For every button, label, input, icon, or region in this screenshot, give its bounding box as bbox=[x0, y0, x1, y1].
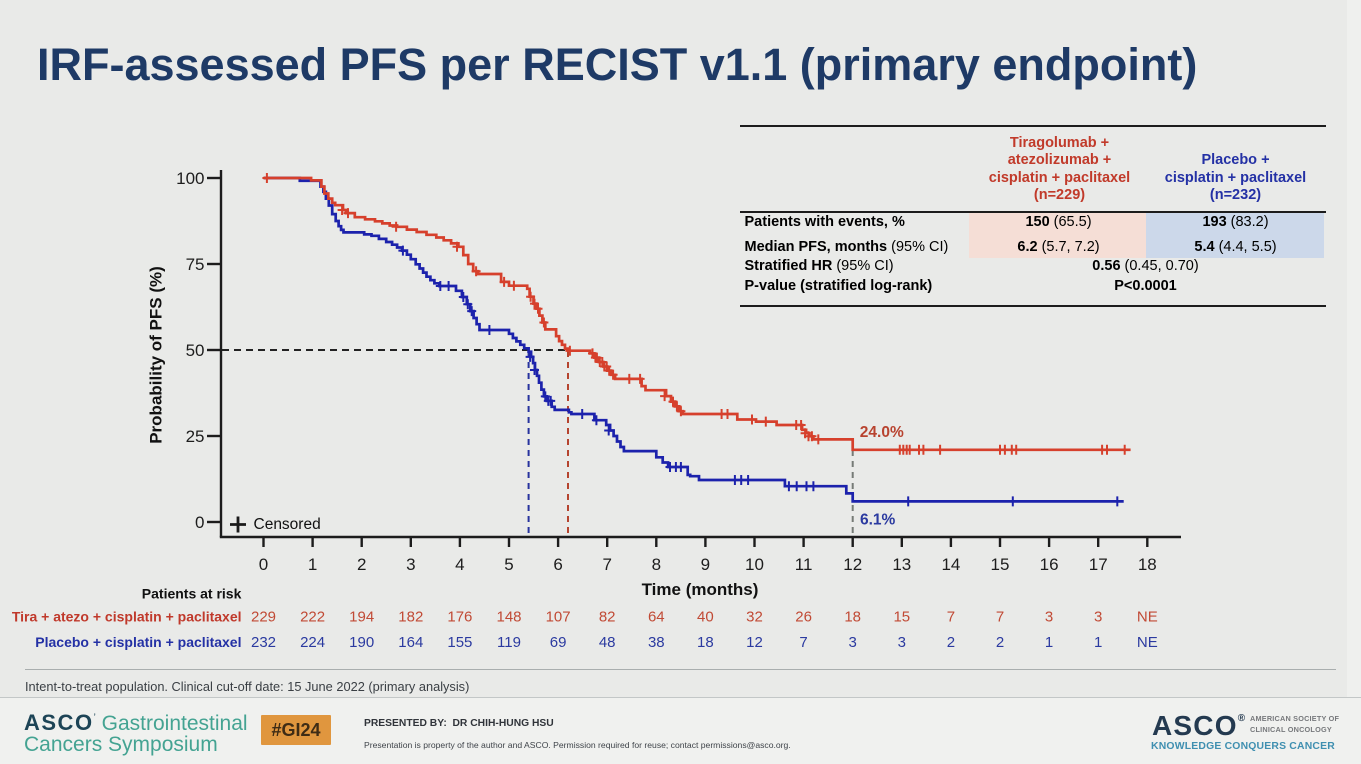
svg-text:13: 13 bbox=[892, 555, 911, 574]
svg-text:26: 26 bbox=[795, 609, 812, 626]
svg-text:2: 2 bbox=[947, 634, 955, 651]
svg-text:232: 232 bbox=[251, 634, 276, 651]
svg-text:9: 9 bbox=[701, 555, 710, 574]
svg-text:100: 100 bbox=[176, 169, 204, 188]
svg-text:40: 40 bbox=[697, 609, 714, 626]
svg-text:18: 18 bbox=[844, 609, 861, 626]
svg-text:3: 3 bbox=[898, 634, 906, 651]
svg-text:38: 38 bbox=[648, 634, 665, 651]
svg-text:148: 148 bbox=[496, 609, 521, 626]
svg-text:4: 4 bbox=[455, 555, 464, 574]
svg-text:5: 5 bbox=[504, 555, 513, 574]
svg-text:Patients at risk: Patients at risk bbox=[142, 586, 242, 602]
svg-text:Probability of PFS (%): Probability of PFS (%) bbox=[147, 266, 166, 444]
svg-text:14: 14 bbox=[941, 555, 960, 574]
svg-text:Time (months): Time (months) bbox=[642, 580, 759, 599]
svg-text:3: 3 bbox=[849, 634, 857, 651]
svg-text:24.0%: 24.0% bbox=[860, 424, 904, 441]
svg-text:224: 224 bbox=[300, 634, 325, 651]
svg-text:194: 194 bbox=[349, 609, 374, 626]
svg-text:75: 75 bbox=[186, 255, 205, 274]
svg-text:7: 7 bbox=[947, 609, 955, 626]
svg-text:1: 1 bbox=[308, 555, 317, 574]
svg-text:222: 222 bbox=[300, 609, 325, 626]
svg-text:Placebo + cisplatin + paclitax: Placebo + cisplatin + paclitaxel bbox=[35, 634, 241, 650]
svg-text:17: 17 bbox=[1089, 555, 1108, 574]
svg-text:107: 107 bbox=[546, 609, 571, 626]
svg-text:NE: NE bbox=[1137, 634, 1158, 651]
svg-text:82: 82 bbox=[599, 609, 616, 626]
svg-text:1: 1 bbox=[1045, 634, 1053, 651]
svg-text:6: 6 bbox=[553, 555, 562, 574]
svg-text:0: 0 bbox=[195, 513, 204, 532]
svg-text:8: 8 bbox=[652, 555, 661, 574]
svg-text:3: 3 bbox=[1045, 609, 1053, 626]
svg-text:64: 64 bbox=[648, 609, 665, 626]
svg-text:69: 69 bbox=[550, 634, 567, 651]
svg-text:25: 25 bbox=[186, 427, 205, 446]
svg-text:12: 12 bbox=[843, 555, 862, 574]
svg-text:16: 16 bbox=[1040, 555, 1059, 574]
svg-text:7: 7 bbox=[996, 609, 1004, 626]
svg-text:15: 15 bbox=[991, 555, 1010, 574]
svg-text:6.1%: 6.1% bbox=[860, 512, 896, 529]
svg-text:NE: NE bbox=[1137, 609, 1158, 626]
svg-text:32: 32 bbox=[746, 609, 763, 626]
svg-text:1: 1 bbox=[1094, 634, 1102, 651]
svg-text:164: 164 bbox=[398, 634, 423, 651]
svg-text:7: 7 bbox=[602, 555, 611, 574]
svg-text:119: 119 bbox=[497, 634, 521, 651]
svg-text:2: 2 bbox=[996, 634, 1004, 651]
svg-text:Censored: Censored bbox=[254, 516, 321, 533]
svg-text:190: 190 bbox=[349, 634, 374, 651]
svg-text:2: 2 bbox=[357, 555, 366, 574]
svg-text:182: 182 bbox=[398, 609, 423, 626]
svg-text:176: 176 bbox=[447, 609, 472, 626]
svg-text:3: 3 bbox=[406, 555, 415, 574]
svg-text:0: 0 bbox=[259, 555, 268, 574]
svg-text:12: 12 bbox=[746, 634, 763, 651]
svg-text:18: 18 bbox=[697, 634, 714, 651]
svg-text:50: 50 bbox=[186, 341, 205, 360]
svg-text:15: 15 bbox=[893, 609, 910, 626]
svg-text:155: 155 bbox=[447, 634, 472, 651]
svg-text:10: 10 bbox=[745, 555, 764, 574]
svg-text:18: 18 bbox=[1138, 555, 1157, 574]
svg-text:Tira + atezo + cisplatin + pac: Tira + atezo + cisplatin + paclitaxel bbox=[12, 609, 242, 625]
svg-text:3: 3 bbox=[1094, 609, 1102, 626]
svg-text:229: 229 bbox=[251, 609, 276, 626]
svg-text:48: 48 bbox=[599, 634, 616, 651]
svg-text:11: 11 bbox=[795, 555, 813, 574]
svg-text:7: 7 bbox=[799, 634, 807, 651]
